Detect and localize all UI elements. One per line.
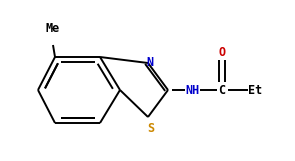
Text: Et: Et <box>248 84 262 96</box>
Text: O: O <box>218 46 226 58</box>
Text: NH: NH <box>185 84 199 96</box>
Text: C: C <box>218 84 226 96</box>
Text: N: N <box>146 56 154 68</box>
Text: S: S <box>148 123 155 136</box>
Text: Me: Me <box>46 22 60 35</box>
